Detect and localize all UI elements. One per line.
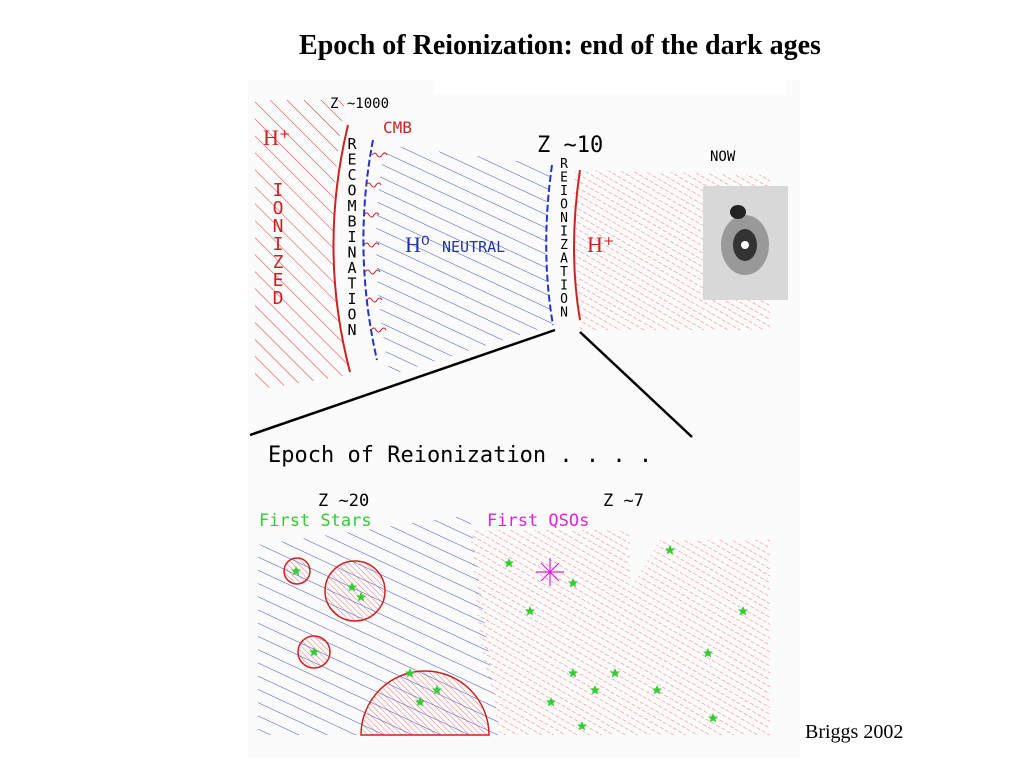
label-reionization: REIONIZATION	[557, 157, 572, 319]
galaxy	[721, 205, 769, 275]
credit: Briggs 2002	[805, 721, 903, 743]
label-neutral-symbol: H⁰	[405, 232, 430, 257]
top-panel: Z ~1000 CMB H⁺ IONIZED RECOMBINATION H⁰ …	[255, 96, 788, 390]
label-cmb: CMB	[383, 118, 412, 137]
ionized-region	[255, 100, 350, 390]
label-z: Z ~10	[537, 133, 603, 158]
label-ion: H⁺	[587, 232, 615, 257]
title: Epoch of Reionization: end of the dark a…	[299, 30, 821, 61]
qso	[536, 558, 564, 586]
heading: Epoch of Reionization . . . .	[268, 443, 652, 468]
label-first-stars: First Stars	[259, 511, 372, 531]
zoom-line	[249, 328, 556, 437]
label-recombination: RECOMBINATION	[343, 135, 361, 337]
label-first-qsos: First QSOs	[487, 511, 589, 531]
reionization-front-blue	[545, 164, 554, 326]
reionization-front-red	[573, 169, 581, 321]
label-now: NOW	[710, 149, 736, 165]
bottom-panel: Epoch of Reionization . . . . Z ~20 Firs…	[258, 443, 770, 736]
zoom-line	[579, 331, 693, 438]
label-ion: H⁺	[263, 125, 291, 150]
label-z: Z ~20	[318, 491, 369, 511]
label-neutral: NEUTRAL	[442, 238, 505, 256]
cmb-front	[362, 139, 378, 361]
ionized-region	[470, 530, 770, 735]
figure-bg	[435, 80, 785, 94]
neutral-region	[376, 145, 552, 375]
label-ionized: IONIZED	[268, 180, 289, 306]
label-z: Z ~7	[603, 491, 644, 511]
recombination-front	[332, 124, 351, 373]
label-z: Z ~1000	[330, 96, 389, 112]
cmb-photons	[363, 152, 388, 333]
